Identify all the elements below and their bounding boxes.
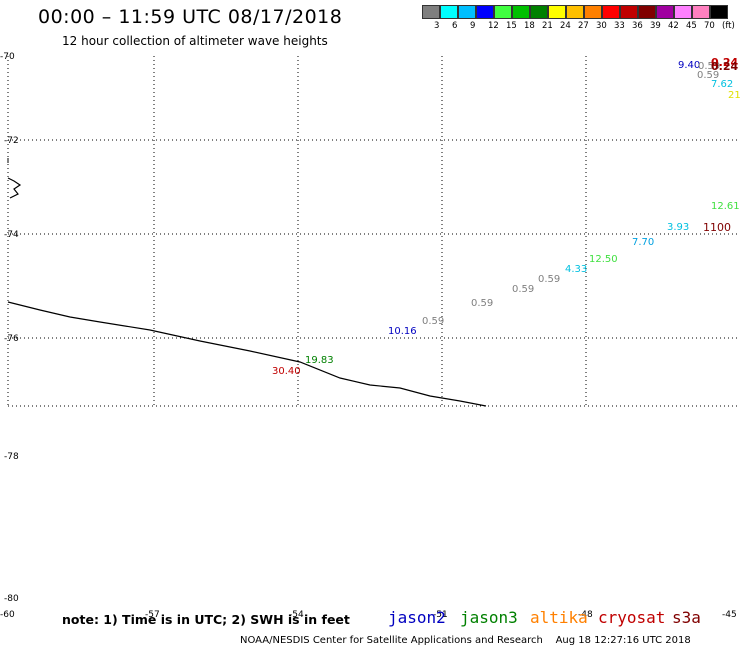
color-swatch [692,5,710,19]
color-swatch [440,5,458,19]
color-swatch [674,5,692,19]
lat-label: -80 [4,594,19,604]
color-scale-label: 9 [470,21,476,31]
color-scale-label: 70 [704,21,715,31]
lon-label: -48 [578,610,593,620]
credit-line: NOAA/NESDIS Center for Satellite Applica… [240,635,691,646]
wave-height-label: 7.70 [632,237,654,248]
color-swatch [458,5,476,19]
mission-label-altika: altika [530,608,588,627]
wave-height-label: 0.59 [697,70,719,81]
mission-label-jason2: jason2 [388,608,446,627]
lon-label: -51 [433,610,448,620]
color-swatch [512,5,530,19]
lat-label: -72 [4,136,19,146]
wave-height-label: 10.16 [388,326,417,337]
color-swatch [494,5,512,19]
color-scale-label: 12 [488,21,499,31]
color-scale-labels: 3 6 9 12 15 18 21 24 27 30 33 36 39 42 45 70 (ft) [422,21,740,33]
map-title: 00:00 – 11:59 UTC 08/17/2018 [38,6,343,28]
color-scale-label: 18 [524,21,535,31]
wave-height-label: 0.59 [698,61,720,72]
wave-height-label: 12.50 [589,254,618,265]
lon-label: -54 [289,610,304,620]
wave-height-label: 0.59 [422,316,444,327]
coastline-island [7,177,22,199]
generated-timestamp: Aug 18 12:27:16 UTC 2018 [555,635,691,646]
graticule [7,56,740,407]
color-swatch [656,5,674,19]
footer-note: note: 1) Time is in UTC; 2) SWH is in fe… [62,612,350,627]
color-swatch [530,5,548,19]
color-swatch [620,5,638,19]
credit-text: NOAA/NESDIS Center for Satellite Applica… [240,635,543,646]
color-scale-label: 33 [614,21,625,31]
lat-label: -74 [4,230,19,240]
color-swatch [638,5,656,19]
color-scale-label: 42 [668,21,679,31]
map-subtitle: 12 hour collection of altimeter wave hei… [62,34,328,48]
lat-labels: -70 -72 -74 -76 -78 -80 [0,52,19,604]
color-swatch [566,5,584,19]
wave-height-label: 0.59 [538,274,560,285]
color-scale-label: (ft) [722,21,735,31]
color-swatch [476,5,494,19]
wave-height-label: 0.59 [471,298,493,309]
color-swatch [422,5,440,19]
mission-label-jason3: jason3 [460,608,518,627]
color-swatch [710,5,728,19]
color-scale-label: 39 [650,21,661,31]
lon-labels: -60 -57 -54 -51 -48 -45 [0,610,737,620]
wave-height-label: 21 [728,90,740,101]
lat-label: -76 [4,334,19,344]
wave-height-labels: 9.40 0.59 0.24 0.24 0.59 7.62 21 12.61 1… [272,56,740,377]
coastline [7,301,487,407]
wave-height-label: 0.59 [512,284,534,295]
color-scale-label: 27 [578,21,589,31]
color-scale-label: 30 [596,21,607,31]
color-scale-label: 45 [686,21,697,31]
color-scale-label: 6 [452,21,458,31]
color-scale-label: 21 [542,21,553,31]
color-swatch [602,5,620,19]
wave-height-label: 4.33 [565,264,587,275]
wave-height-label: 12.61 [711,201,740,212]
color-scale-label: 3 [434,21,440,31]
color-scale-label: 24 [560,21,571,31]
lon-label: -60 [0,610,15,620]
wave-height-label: 30.40 [272,366,301,377]
wave-height-label: 0.24 [711,60,738,73]
wave-height-label: 9.40 [678,60,700,71]
color-swatch [548,5,566,19]
color-scale-label: 36 [632,21,643,31]
lon-label: -57 [145,610,160,620]
color-scale-bar [422,5,728,19]
lat-label: -70 [0,52,15,62]
color-scale-label: 15 [506,21,517,31]
mission-label-cryosat: cryosat [598,608,666,627]
wave-height-label: 7.62 [711,79,733,90]
wave-height-label: 0.24 [711,56,738,69]
mission-label-s3a: s3a [672,608,701,627]
wave-height-label: 19.83 [305,355,334,366]
wave-height-label: 1100 [703,221,731,234]
lat-label: -78 [4,452,19,462]
color-swatch [584,5,602,19]
lon-label: -45 [722,610,737,620]
wave-height-label: 3.93 [667,222,689,233]
